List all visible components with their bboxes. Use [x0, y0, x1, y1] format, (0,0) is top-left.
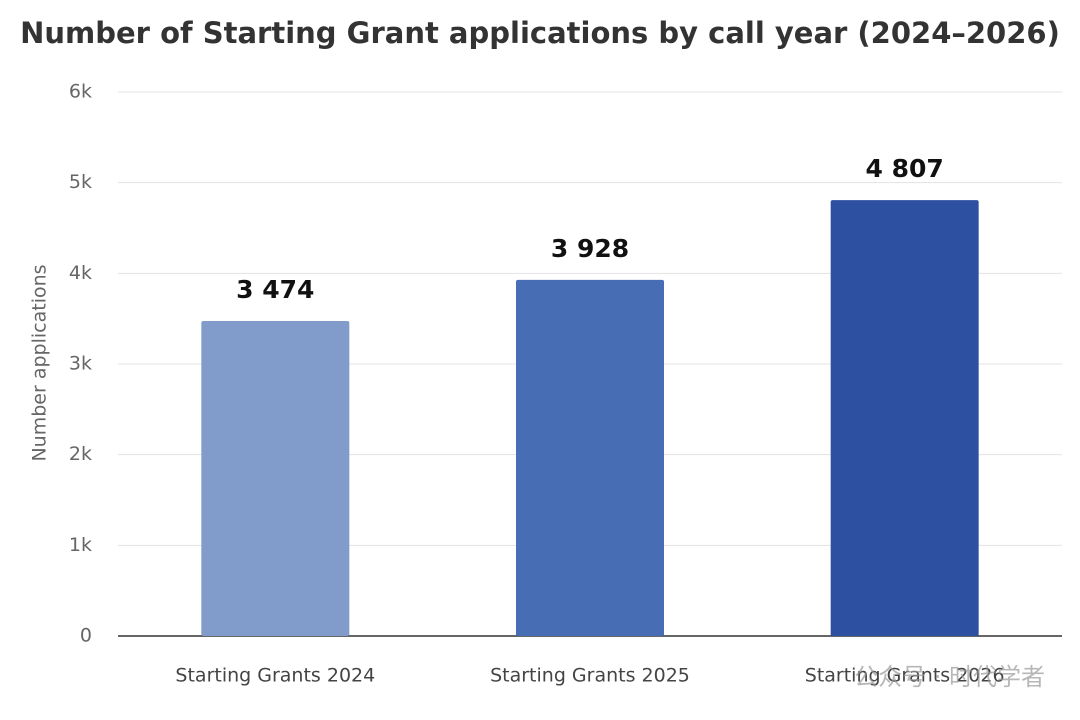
bar	[201, 321, 350, 636]
value-label: 3 474	[236, 275, 314, 304]
y-tick-label: 6k	[69, 81, 92, 103]
y-tick-label: 0	[80, 625, 92, 647]
value-label: 3 928	[551, 234, 629, 263]
bar	[516, 279, 664, 636]
y-tick-label: 4k	[69, 262, 92, 284]
chart-title: Number of Starting Grant applications by…	[20, 16, 1060, 50]
y-tick-label: 2k	[69, 443, 92, 465]
value-label: 4 807	[866, 154, 944, 183]
x-tick-label: Starting Grants 2025	[490, 665, 690, 687]
bar	[830, 200, 979, 636]
x-tick-label: Starting Grants 2024	[175, 665, 375, 687]
y-tick-label: 1k	[69, 534, 92, 556]
y-tick-label: 3k	[69, 353, 92, 375]
watermark: 公众号 · 时代学者	[854, 663, 1045, 691]
y-axis-label: Number applications	[29, 264, 51, 461]
y-tick-label: 5k	[69, 171, 92, 193]
x-tick-label: Starting Grants 2026	[805, 665, 1005, 687]
